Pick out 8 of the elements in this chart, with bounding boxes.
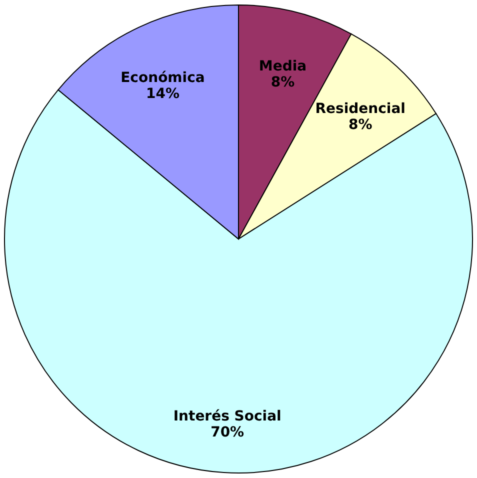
data-label: 8% [348, 117, 372, 134]
slice-label: Interés Social [173, 408, 282, 425]
data-label: 14% [146, 86, 180, 102]
data-label: 70% [210, 424, 244, 441]
slice-label: Residencial [315, 101, 406, 118]
data-label: 8% [270, 74, 295, 91]
slice-label: Media [258, 58, 307, 75]
slice-label: Económica [120, 70, 205, 86]
